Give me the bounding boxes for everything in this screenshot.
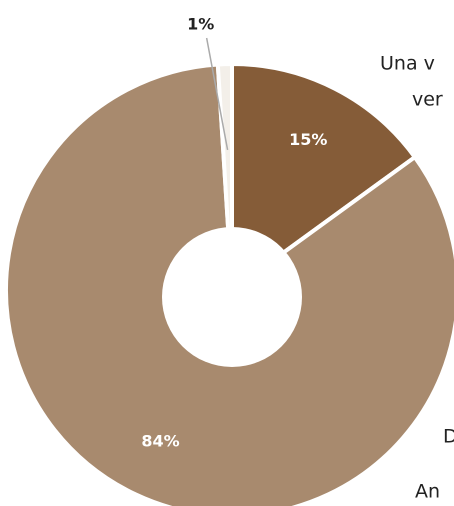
donut-hole [162, 227, 302, 367]
legend-fragment: D [443, 426, 454, 448]
data-label: 84% [141, 432, 179, 451]
legend-fragment: ver [412, 89, 443, 111]
data-label: 15% [289, 130, 327, 149]
legend-fragment: Una v [380, 53, 435, 75]
pie-slice [230, 61, 418, 294]
legend-fragment: An [415, 481, 440, 503]
leader-line [205, 37, 229, 151]
data-label: 1% [187, 15, 214, 34]
